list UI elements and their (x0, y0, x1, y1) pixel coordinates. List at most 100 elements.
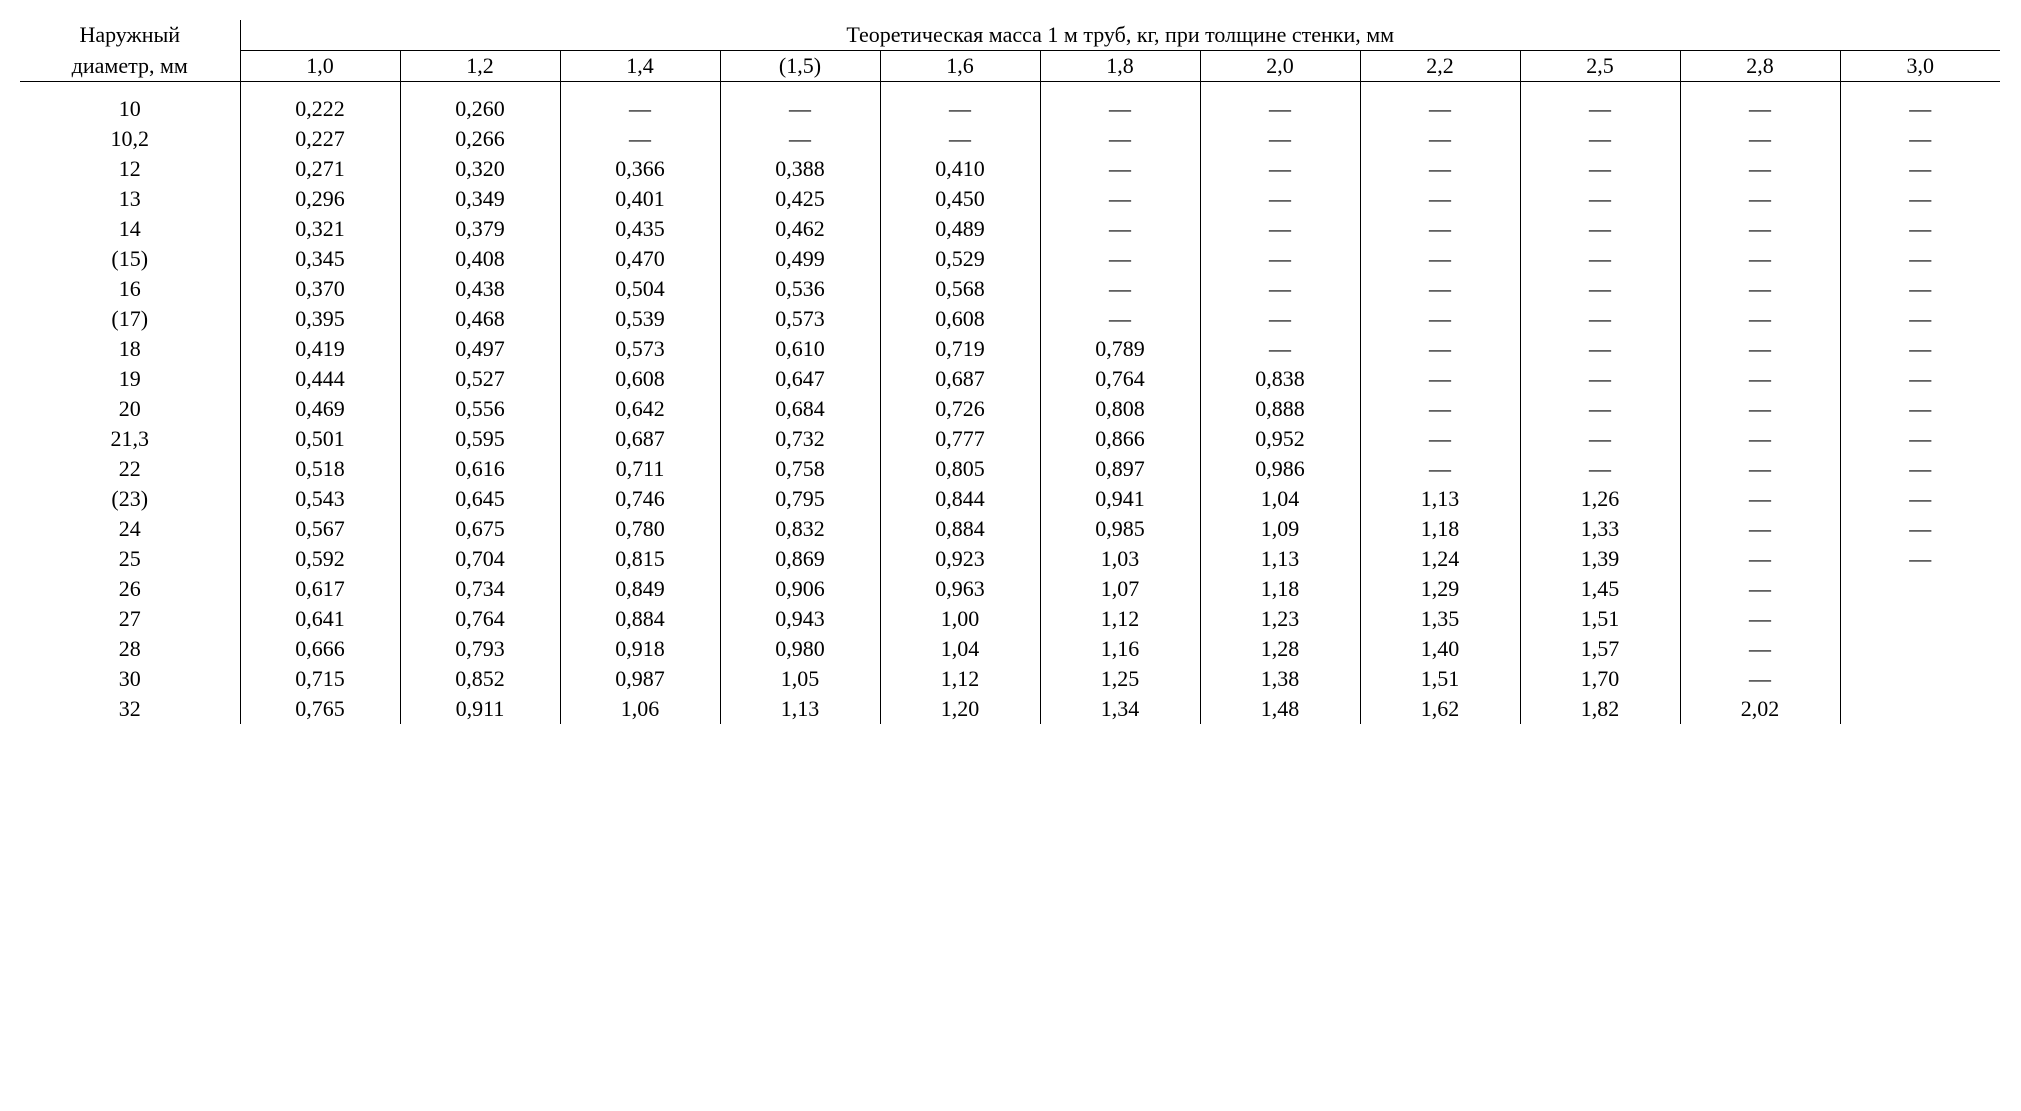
value-cell: — (1520, 244, 1680, 274)
table-row: 180,4190,4970,5730,6100,7190,789————— (20, 334, 2000, 364)
value-cell: — (1840, 454, 2000, 484)
col-header: 1,0 (240, 51, 400, 82)
value-cell: 0,715 (240, 664, 400, 694)
value-cell: 0,320 (400, 154, 560, 184)
table-row: 120,2710,3200,3660,3880,410—————— (20, 154, 2000, 184)
value-cell: 0,266 (400, 124, 560, 154)
table-row: 300,7150,8520,9871,051,121,251,381,511,7… (20, 664, 2000, 694)
value-cell: 0,444 (240, 364, 400, 394)
value-cell: 1,33 (1520, 514, 1680, 544)
col-header: 2,5 (1520, 51, 1680, 82)
value-cell: 0,366 (560, 154, 720, 184)
value-cell: 0,642 (560, 394, 720, 424)
value-cell: — (1840, 364, 2000, 394)
value-cell: 1,16 (1040, 634, 1200, 664)
table-row: 260,6170,7340,8490,9060,9631,071,181,291… (20, 574, 2000, 604)
value-cell: 1,26 (1520, 484, 1680, 514)
diameter-cell: 10,2 (20, 124, 240, 154)
value-cell: 0,911 (400, 694, 560, 724)
value-cell: 1,51 (1520, 604, 1680, 634)
value-cell: — (1840, 214, 2000, 244)
value-cell: 0,271 (240, 154, 400, 184)
value-cell: — (1360, 304, 1520, 334)
value-cell (1840, 574, 2000, 604)
value-cell: — (1360, 214, 1520, 244)
value-cell: 0,543 (240, 484, 400, 514)
value-cell: 0,518 (240, 454, 400, 484)
value-cell: 1,18 (1200, 574, 1360, 604)
value-cell (1840, 634, 2000, 664)
diameter-cell: 18 (20, 334, 240, 364)
value-cell: 0,719 (880, 334, 1040, 364)
value-cell: 0,321 (240, 214, 400, 244)
value-cell: 0,567 (240, 514, 400, 544)
table-header: Наружный Теоретическая масса 1 м труб, к… (20, 20, 2000, 82)
diameter-cell: (15) (20, 244, 240, 274)
value-cell: 0,765 (240, 694, 400, 724)
value-cell: 0,645 (400, 484, 560, 514)
table-row: (23)0,5430,6450,7460,7950,8440,9411,041,… (20, 484, 2000, 514)
value-cell: 0,838 (1200, 364, 1360, 394)
value-cell: 0,349 (400, 184, 560, 214)
value-cell: — (560, 124, 720, 154)
value-cell: 0,985 (1040, 514, 1200, 544)
value-cell: 1,82 (1520, 694, 1680, 724)
value-cell: — (880, 82, 1040, 125)
value-cell: 0,470 (560, 244, 720, 274)
value-cell: — (1840, 544, 2000, 574)
value-cell: — (1840, 514, 2000, 544)
table-row: 130,2960,3490,4010,4250,450—————— (20, 184, 2000, 214)
value-cell: — (1680, 184, 1840, 214)
diameter-cell: 30 (20, 664, 240, 694)
value-cell: 0,345 (240, 244, 400, 274)
table-row: 220,5180,6160,7110,7580,8050,8970,986———… (20, 454, 2000, 484)
value-cell: 0,793 (400, 634, 560, 664)
value-cell: 0,963 (880, 574, 1040, 604)
value-cell: — (1680, 394, 1840, 424)
value-cell: 1,03 (1040, 544, 1200, 574)
value-cell: 0,497 (400, 334, 560, 364)
value-cell: 0,616 (400, 454, 560, 484)
value-cell: 1,35 (1360, 604, 1520, 634)
value-cell: — (1680, 604, 1840, 634)
value-cell: 0,370 (240, 274, 400, 304)
value-cell: 0,595 (400, 424, 560, 454)
diameter-cell: 13 (20, 184, 240, 214)
value-cell: 0,758 (720, 454, 880, 484)
value-cell: — (1360, 454, 1520, 484)
value-cell: — (1840, 304, 2000, 334)
value-cell: — (1680, 154, 1840, 184)
value-cell: 0,952 (1200, 424, 1360, 454)
table-row: 190,4440,5270,6080,6470,6870,7640,838———… (20, 364, 2000, 394)
value-cell: 0,987 (560, 664, 720, 694)
diameter-cell: 19 (20, 364, 240, 394)
value-cell: — (1680, 454, 1840, 484)
value-cell: 0,906 (720, 574, 880, 604)
value-cell: — (1360, 154, 1520, 184)
diameter-cell: (23) (20, 484, 240, 514)
value-cell: 1,04 (1200, 484, 1360, 514)
table-row: 270,6410,7640,8840,9431,001,121,231,351,… (20, 604, 2000, 634)
table-row: 21,30,5010,5950,6870,7320,7770,8660,952—… (20, 424, 2000, 454)
value-cell: — (1680, 484, 1840, 514)
value-cell (1840, 604, 2000, 634)
value-cell: 0,844 (880, 484, 1040, 514)
value-cell: 0,795 (720, 484, 880, 514)
value-cell: 0,780 (560, 514, 720, 544)
value-cell: — (1840, 244, 2000, 274)
value-cell: — (1360, 364, 1520, 394)
value-cell: 0,888 (1200, 394, 1360, 424)
value-cell: 0,675 (400, 514, 560, 544)
value-cell: — (1360, 82, 1520, 125)
value-cell: 0,435 (560, 214, 720, 244)
value-cell: 1,12 (880, 664, 1040, 694)
value-cell: — (1520, 154, 1680, 184)
value-cell: 1,06 (560, 694, 720, 724)
value-cell: 0,918 (560, 634, 720, 664)
col-header: 3,0 (1840, 51, 2000, 82)
value-cell: — (1200, 184, 1360, 214)
value-cell: — (720, 82, 880, 125)
value-cell: 0,425 (720, 184, 880, 214)
value-cell: 0,504 (560, 274, 720, 304)
row-header-line1: Наружный (20, 20, 240, 51)
